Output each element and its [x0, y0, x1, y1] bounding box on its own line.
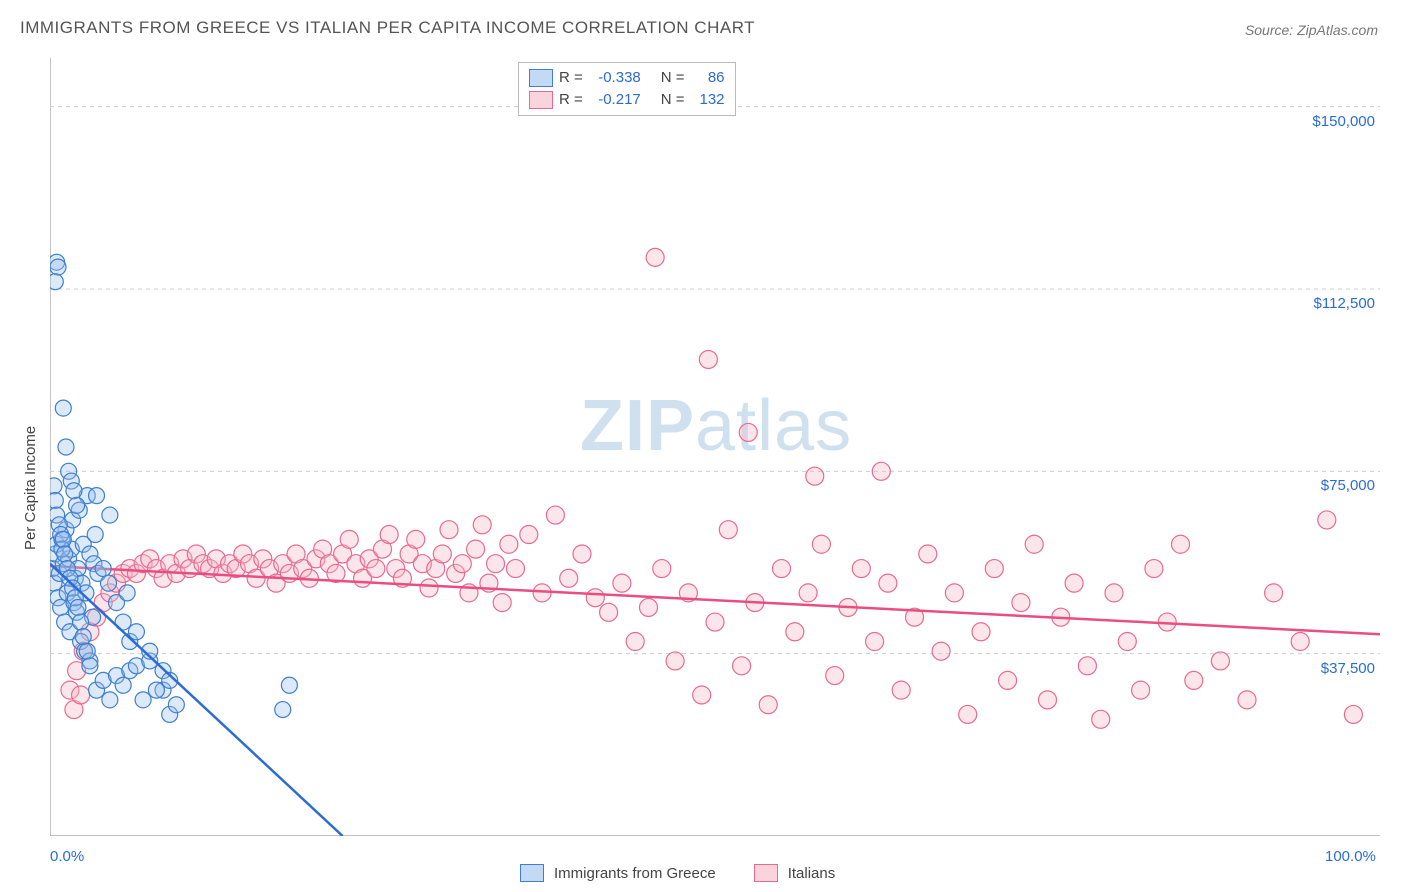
y-tick-label: $112,500	[1290, 295, 1375, 312]
swatch-italians-bottom	[754, 864, 778, 882]
source-label: Source: ZipAtlas.com	[1245, 22, 1378, 38]
legend-series: Immigrants from Greece Italians	[520, 864, 835, 882]
x-tick-label: 0.0%	[50, 848, 84, 865]
stat-n-value-italians: 132	[691, 89, 725, 111]
legend-row-italians: R = -0.217 N = 132	[529, 89, 725, 111]
stat-r-label: R =	[559, 89, 583, 111]
swatch-greece	[529, 69, 553, 87]
scatter-plot	[50, 58, 1380, 836]
stat-r-label: R =	[559, 67, 583, 89]
y-tick-label: $37,500	[1290, 660, 1375, 677]
legend-row-greece: R = -0.338 N = 86	[529, 67, 725, 89]
stat-r-value-italians: -0.217	[589, 89, 641, 111]
stat-n-label: N =	[661, 67, 685, 89]
chart-title: IMMIGRANTS FROM GREECE VS ITALIAN PER CA…	[20, 18, 755, 38]
y-axis-label: Per Capita Income	[22, 426, 39, 550]
legend-label-greece: Immigrants from Greece	[554, 865, 716, 882]
y-tick-label: $75,000	[1290, 477, 1375, 494]
swatch-italians	[529, 91, 553, 109]
stat-r-value-greece: -0.338	[589, 67, 641, 89]
legend-correlation-box: R = -0.338 N = 86 R = -0.217 N = 132	[518, 62, 736, 116]
swatch-greece-bottom	[520, 864, 544, 882]
legend-label-italians: Italians	[788, 865, 836, 882]
x-tick-label: 100.0%	[1325, 848, 1376, 865]
y-tick-label: $150,000	[1290, 113, 1375, 130]
stat-n-label: N =	[661, 89, 685, 111]
stat-n-value-greece: 86	[691, 67, 725, 89]
